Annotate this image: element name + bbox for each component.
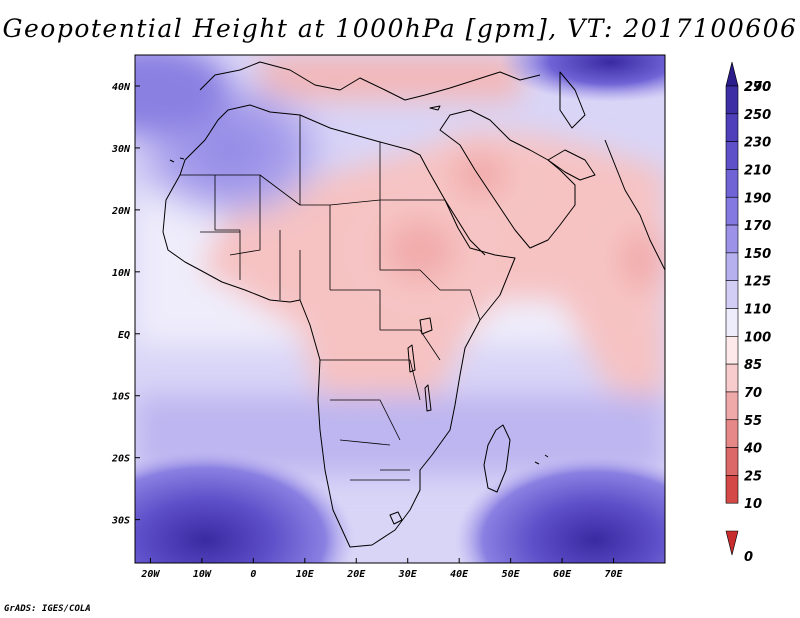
lon-tick-label: 20E	[346, 569, 366, 580]
colorbar-swatch	[725, 85, 739, 115]
colorbar-swatch	[725, 141, 739, 170]
lake-malawi	[424, 384, 432, 412]
arabian-peninsula-coastline	[439, 109, 576, 249]
latitude-axis: 40N 30N 20N 10N EQ 10S 20S 30S	[111, 82, 140, 527]
colorbar-swatch	[725, 252, 739, 281]
colorbar-level-label: 85	[744, 358, 762, 373]
colorbar-level-label: 150	[744, 247, 771, 262]
colorbar-top-triangle	[725, 61, 739, 87]
red-sea-coastline	[444, 199, 486, 256]
plot-frame	[134, 54, 666, 564]
longitude-axis: 20W 10W 0 10E 20E 30E 40E 50E 60E 70E	[140, 558, 624, 580]
colorbar-swatch	[725, 475, 739, 504]
lake-tanganyika	[407, 344, 416, 373]
mascarene-islands	[534, 454, 549, 465]
colorbar-swatch	[725, 419, 739, 448]
colorbar-level-label: 40	[743, 442, 762, 457]
colorbar-swatch	[725, 224, 739, 254]
lon-tick-label: 0	[250, 569, 256, 580]
colorbar-swatch	[725, 280, 739, 309]
height-field-shading	[135, 55, 665, 563]
europe-coastline	[199, 61, 541, 101]
colorbar: 2902702502302101901701501251101008570554…	[725, 61, 771, 565]
colorbar-swatch	[725, 447, 739, 476]
colorbar-level-label: 55	[744, 414, 762, 429]
colorbar-level-label: 250	[744, 108, 771, 123]
colorbar-swatch	[725, 336, 739, 365]
colorbar-level-label: 110	[744, 303, 771, 318]
colorbar-level-label: 125	[744, 275, 771, 290]
lon-tick-label: 60E	[553, 569, 572, 580]
lon-tick-label: 10W	[193, 569, 212, 580]
caspian-coastline	[559, 71, 586, 129]
grads-credit: GrADS: IGES/COLA	[4, 604, 91, 614]
colorbar-swatch	[725, 169, 739, 198]
colorbar-swatch	[725, 308, 739, 337]
india-coastline	[604, 139, 665, 271]
persian-gulf-coastline	[547, 149, 596, 181]
lon-tick-label: 40E	[450, 569, 469, 580]
africa-coastline	[162, 104, 516, 548]
colorbar-level-label: 230	[744, 136, 771, 151]
colorbar-swatch	[725, 113, 739, 142]
border-lines	[180, 115, 481, 481]
coastline-borders	[162, 61, 665, 548]
map-title: Geopotential Height at 1000hPa [gpm], VT…	[2, 14, 798, 43]
lat-tick-label: 30N	[111, 144, 131, 155]
lat-tick-label: 20N	[111, 206, 131, 217]
colorbar-level-label: 25	[744, 469, 762, 484]
lat-tick-label: 30S	[111, 516, 130, 527]
lat-tick-label: 10N	[112, 268, 131, 279]
colorbar-swatch	[725, 196, 739, 226]
lesotho	[389, 511, 403, 525]
colorbar-level-label: 10	[744, 497, 762, 512]
lat-tick-label: 40N	[112, 82, 131, 93]
lat-tick-label: 10S	[112, 392, 130, 403]
lake-victoria	[419, 317, 433, 335]
colorbar-level-label: 70	[744, 386, 762, 401]
lon-tick-label: 70E	[605, 569, 624, 580]
lon-tick-label: 10E	[296, 569, 315, 580]
cyprus-island	[429, 105, 441, 111]
colorbar-bottom-triangle	[725, 530, 739, 556]
lon-tick-label: 20W	[140, 569, 160, 580]
colorbar-level-label: 190	[744, 191, 771, 206]
lat-tick-label: EQ	[118, 330, 130, 341]
colorbar-swatch	[725, 363, 739, 393]
lon-tick-label: 30E	[398, 569, 418, 580]
colorbar-level-label: 270	[744, 80, 771, 95]
colorbar-level-label: 100	[744, 330, 771, 345]
colorbar-level-label: 290	[744, 80, 771, 95]
colorbar-swatch	[725, 391, 739, 421]
colorbar-level-label: 0	[744, 550, 753, 565]
lat-tick-label: 20S	[111, 454, 130, 465]
colorbar-level-label: 210	[744, 163, 771, 178]
lon-tick-label: 50E	[502, 569, 521, 580]
colorbar-level-label: 170	[744, 219, 771, 234]
madagascar-coastline	[483, 424, 511, 493]
canary-islands	[169, 157, 185, 163]
